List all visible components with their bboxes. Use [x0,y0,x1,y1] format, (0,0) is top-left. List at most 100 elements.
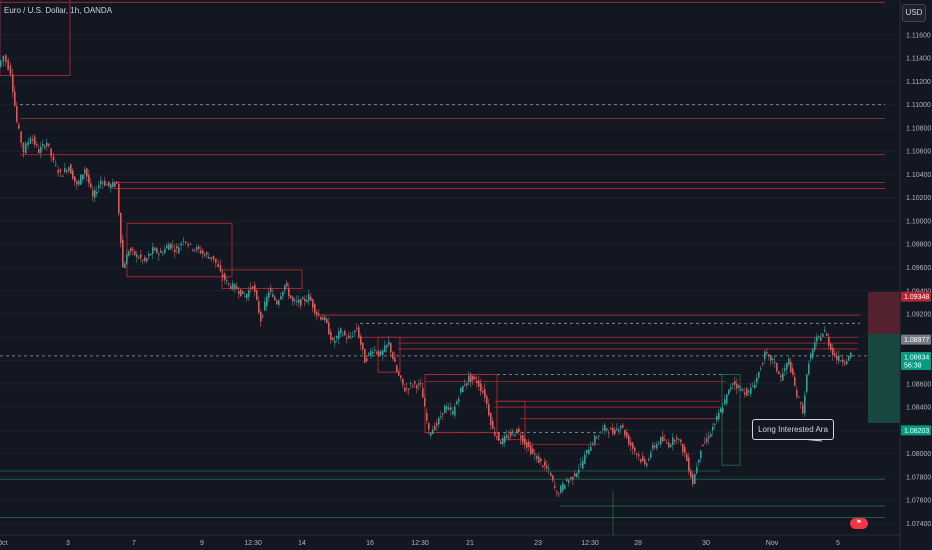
candle-body [814,342,816,351]
candle-body [472,375,474,380]
candle-body [428,423,430,430]
candle-body [680,439,682,442]
candle-body [678,438,680,440]
candle-body [516,429,518,433]
candle-body [590,446,592,452]
candle-body [410,383,412,385]
candle-body [570,477,572,480]
x-tick-label: 12:30 [581,540,599,547]
candle-body [520,435,522,439]
candle-body [44,146,46,148]
candle-body [22,142,25,153]
annotation-label[interactable]: Long Interested Ara [752,419,834,440]
candle-body [674,439,676,442]
candle-body [414,381,416,384]
candle-body [818,336,820,337]
candle-body [796,390,798,397]
candle-body [554,485,556,488]
candle-body [112,182,114,187]
y-tick-label: 1.10800 [906,125,931,132]
candle-body [360,336,362,345]
x-tick-label: 9 [200,540,204,547]
alert-bubble-icon[interactable]: ⚑ [850,518,868,529]
candle-body [20,131,22,143]
candle-body [94,189,96,198]
candle-body [786,362,788,370]
candle-body [196,246,198,250]
candle-body [450,407,452,410]
price-tag-countdown: 56:38 [904,363,922,370]
candle-body [596,437,598,439]
candle-body [46,142,48,147]
y-tick-label: 1.10600 [906,149,931,156]
candle-body [584,454,586,464]
candle-body [356,327,358,329]
candle-body [848,355,850,361]
candle-body [338,331,340,339]
candle-body [752,385,754,387]
candle-body [374,350,376,351]
y-tick-label: 1.10000 [906,218,931,225]
candle-body [614,429,616,435]
candle-body [106,184,108,186]
candle-body [402,378,404,385]
candle-body [826,333,828,336]
time-axis[interactable]: Oct 3 7 9 12:30 14 16 12:30 21 23 12:30 28 30 Nov 5 [0,540,840,547]
candle-body [572,476,574,480]
candle-body [228,283,230,285]
candle-body [254,284,256,292]
candle-body [542,465,544,467]
candle-body [304,298,306,302]
candle-body [264,301,266,311]
candle-body [528,441,530,447]
candle-body [742,389,744,391]
candle-body [606,428,608,431]
candle-body [440,416,442,418]
candle-body [514,434,516,437]
candle-body [448,407,450,410]
candle-body [70,164,72,174]
candle-body [732,383,734,385]
candle-body [628,435,630,445]
candle-body [180,243,182,246]
candle-body [100,180,102,185]
candle-body [470,374,472,382]
candle-body [806,374,808,392]
candle-body [420,383,422,384]
candle-body [664,439,666,441]
candle-body [488,404,490,416]
candle-body [600,432,602,434]
candle-body [25,143,27,154]
candle-body [740,389,742,391]
zone-box [496,400,526,441]
y-tick-label: 1.08000 [906,451,931,458]
candle-body [834,353,836,356]
candle-body [40,147,42,153]
candle-body [185,241,187,243]
candle-body [340,328,342,334]
currency-button[interactable]: USD [902,4,926,22]
candle-body [156,248,158,253]
candle-body [808,363,810,375]
candle-body [478,380,480,387]
candle-body [422,388,424,398]
candle-body [612,428,614,434]
candle-body [588,450,590,455]
candle-body [706,438,708,442]
candle-body [386,344,388,348]
candle-body [120,212,122,243]
candle-body [672,437,674,445]
candle-body [288,288,290,297]
candle-body [230,285,232,289]
candle-body [252,286,254,289]
candle-body [334,340,336,344]
candle-body [150,253,152,256]
candle-body [326,318,328,324]
x-tick-label: 5 [836,540,840,547]
candle-body [594,436,596,445]
candle-body [508,436,510,439]
candle-body [510,433,512,436]
candle-body [82,174,84,180]
candle-body [182,240,185,242]
